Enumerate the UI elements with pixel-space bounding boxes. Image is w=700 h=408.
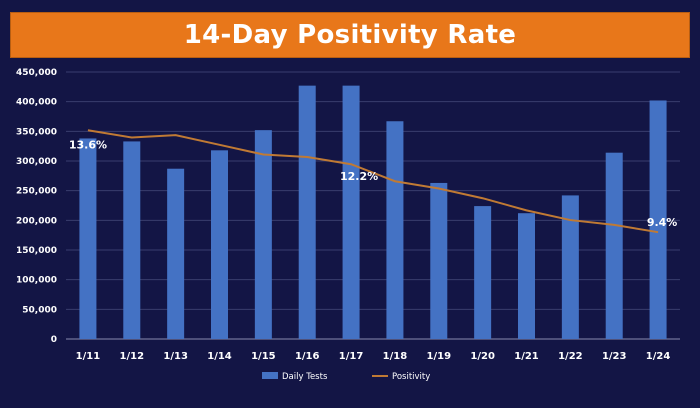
x-tick-label: 1/22 — [558, 351, 583, 362]
bar — [561, 195, 579, 339]
y-tick-label: 450,000 — [16, 68, 57, 78]
chart-title: 14-Day Positivity Rate — [183, 20, 517, 50]
legend-swatch-daily-tests — [262, 372, 278, 379]
x-tick-label: 1/19 — [427, 351, 452, 362]
x-tick-label: 1/20 — [470, 351, 495, 362]
bar — [254, 130, 272, 339]
x-tick-label: 1/15 — [251, 351, 276, 362]
positivity-line — [87, 129, 659, 234]
x-tick-label: 1/21 — [514, 351, 539, 362]
data-label: 13.6% — [69, 138, 107, 151]
y-tick-label: 100,000 — [16, 276, 57, 286]
x-tick-label: 1/24 — [646, 351, 671, 362]
y-tick-label: 50,000 — [22, 305, 57, 315]
bar — [518, 213, 535, 339]
x-tick-label: 1/13 — [163, 351, 188, 362]
y-tick-label: 150,000 — [16, 246, 57, 256]
x-tick-label: 1/12 — [120, 351, 145, 362]
data-label: 9.4% — [647, 216, 678, 229]
y-tick-label: 300,000 — [16, 157, 57, 167]
bar — [167, 168, 185, 339]
y-tick-label: 200,000 — [16, 216, 57, 226]
x-tick-label: 1/14 — [207, 351, 232, 362]
bar — [386, 121, 404, 339]
bar — [342, 85, 360, 339]
chart-title-bar: 14-Day Positivity Rate — [10, 12, 690, 58]
bar — [649, 100, 667, 339]
bar — [211, 150, 228, 339]
bar — [79, 138, 97, 339]
y-tick-label: 400,000 — [16, 98, 57, 108]
data-label: 12.2% — [340, 170, 378, 183]
x-tick-label: 1/16 — [295, 351, 320, 362]
x-tick-label: 1/23 — [602, 351, 627, 362]
bar — [123, 141, 141, 339]
bar — [605, 152, 623, 339]
y-tick-label: 250,000 — [16, 187, 57, 197]
legend-label-daily-tests: Daily Tests — [282, 372, 328, 382]
x-tick-label: 1/17 — [339, 351, 364, 362]
x-tick-label: 1/11 — [76, 351, 101, 362]
y-tick-label: 0 — [51, 335, 57, 345]
legend-label-positivity: Positivity — [392, 372, 430, 382]
y-tick-label: 350,000 — [16, 127, 57, 137]
bar — [430, 182, 448, 339]
bar — [298, 85, 316, 339]
x-tick-label: 1/18 — [383, 351, 408, 362]
bar — [474, 206, 492, 339]
